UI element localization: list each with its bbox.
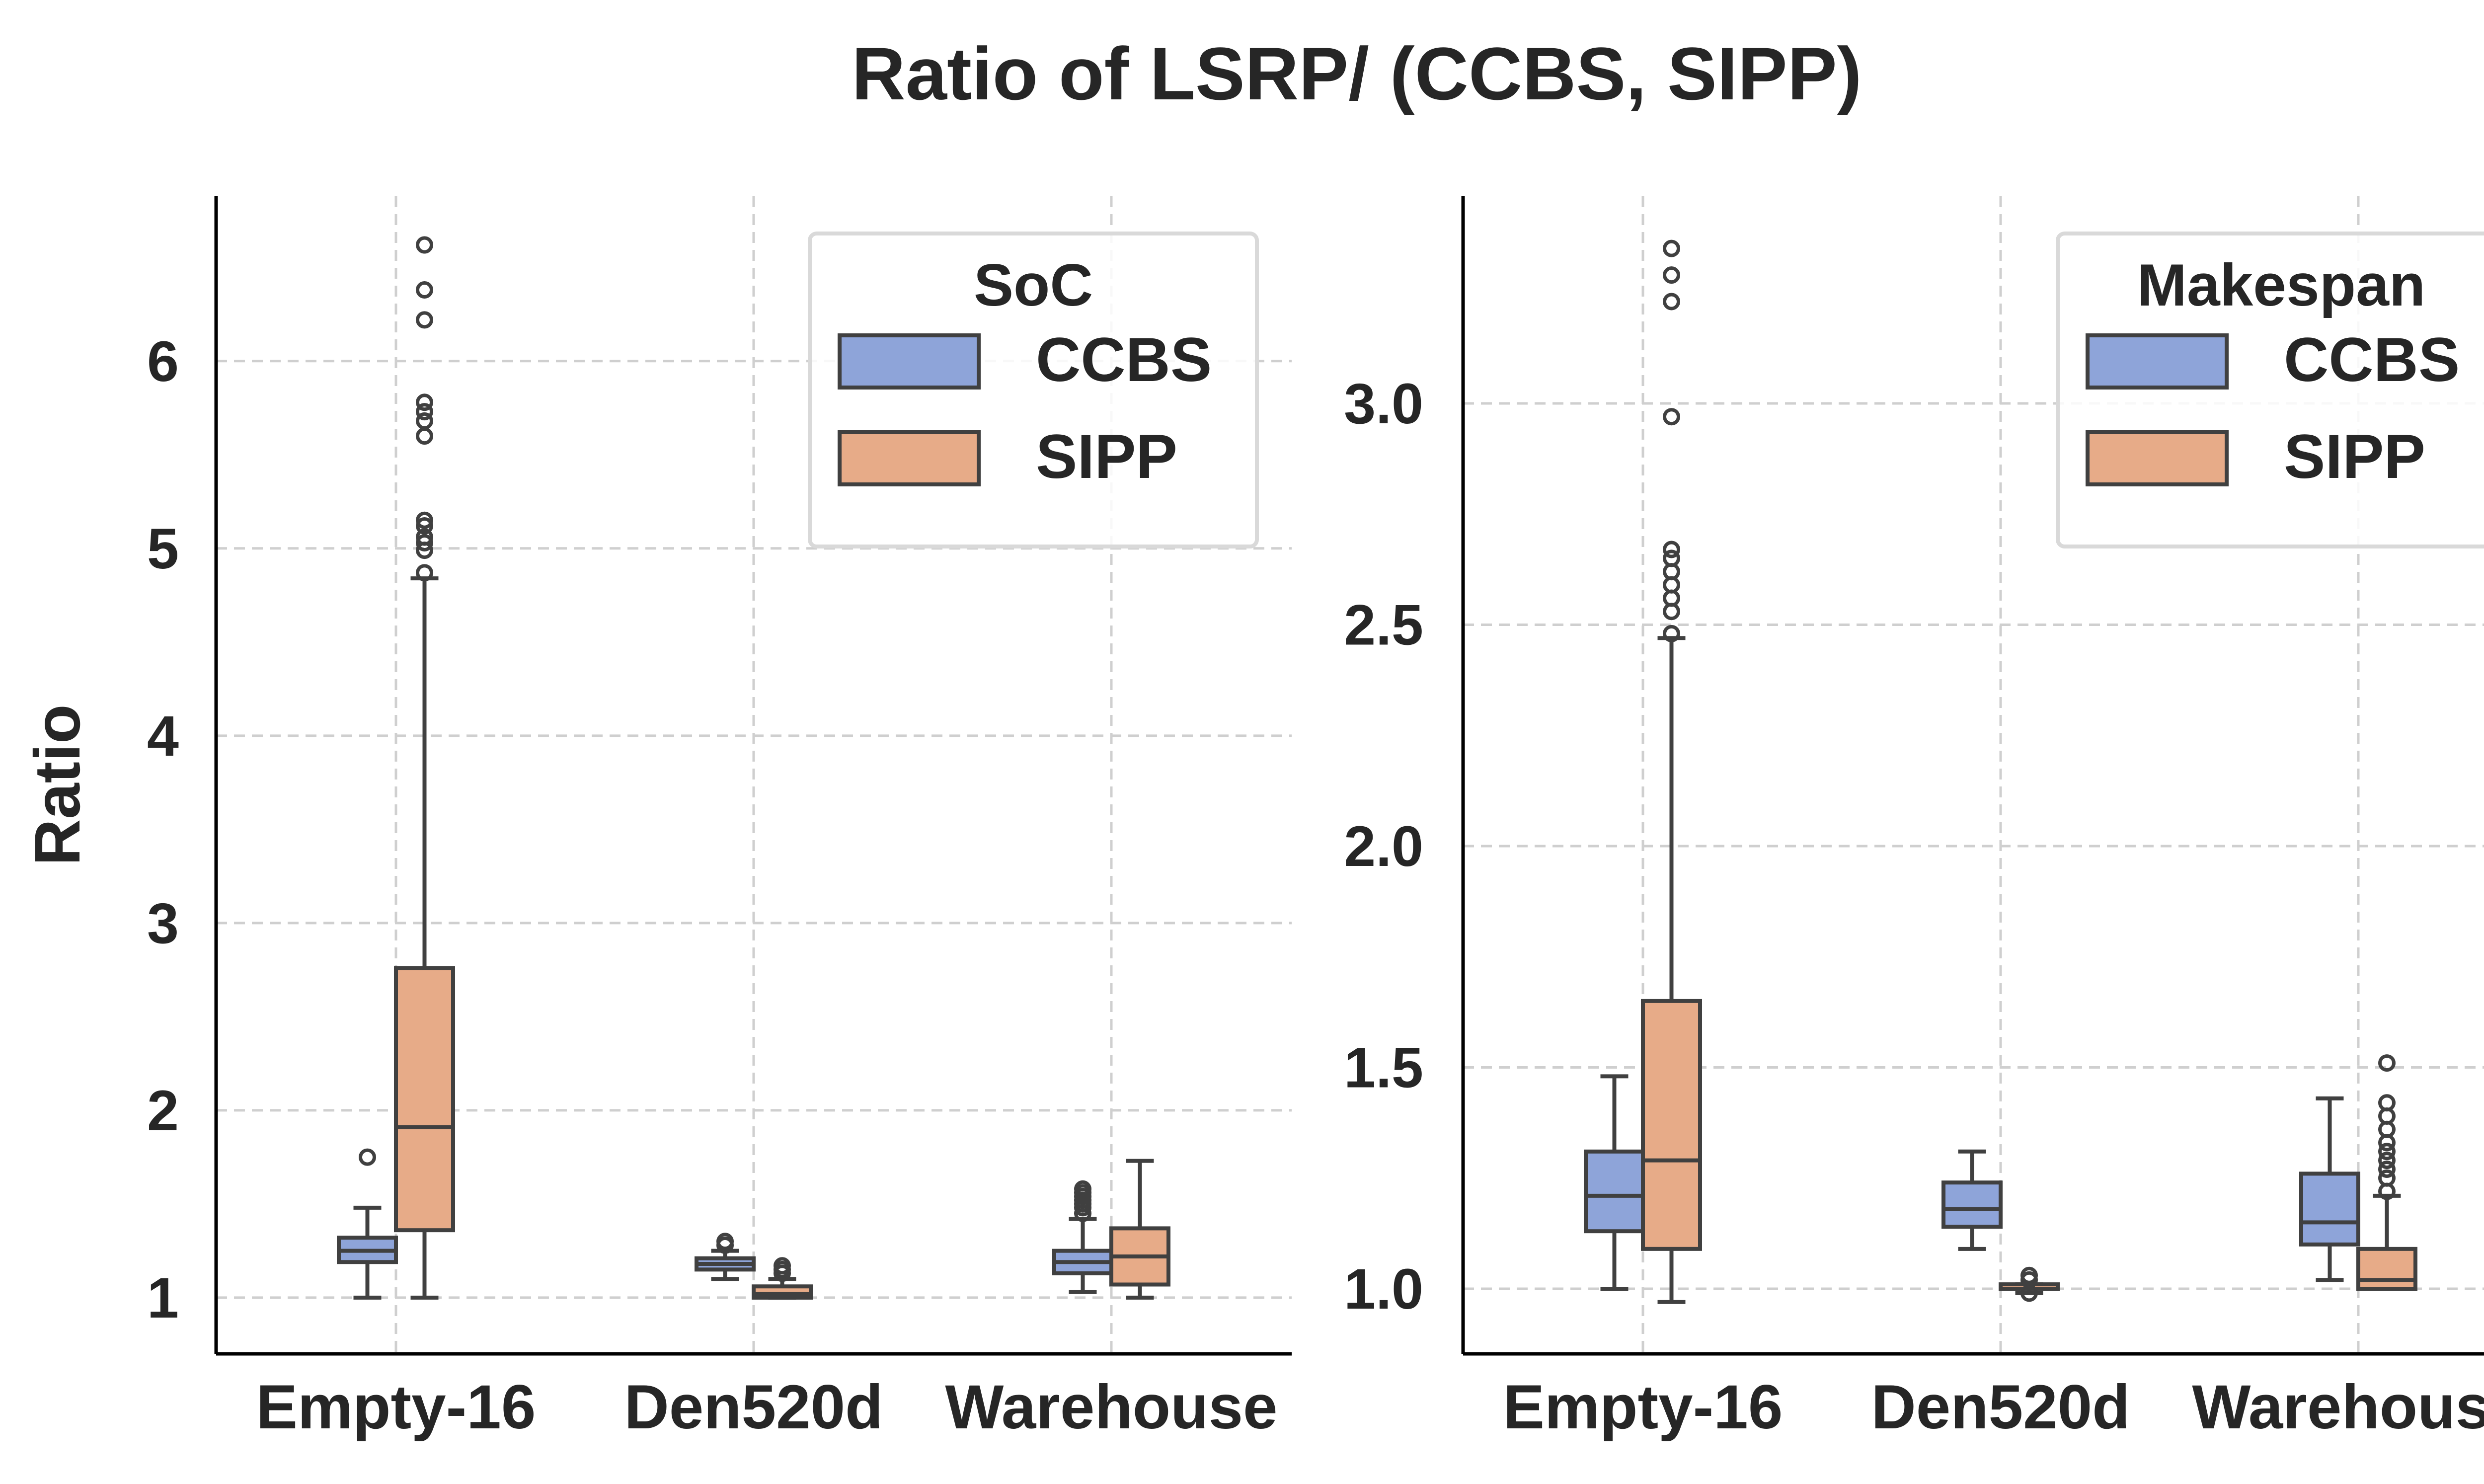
- outlier-point: [1663, 266, 1680, 284]
- box-sipp: [1109, 1159, 1170, 1300]
- outlier-point: [416, 534, 433, 551]
- legend-swatch-sipp: [2086, 430, 2229, 486]
- box-ccbs: [1941, 1149, 2003, 1251]
- legend-label: CCBS: [1036, 325, 1212, 394]
- outlier-point: [416, 564, 433, 582]
- legend-title: SoC: [974, 252, 1093, 318]
- box-ccbs: [695, 1233, 756, 1281]
- y-tick-label: 4: [147, 704, 179, 768]
- legend-label: SIPP: [2284, 422, 2425, 491]
- y-axis-label: Ratio: [21, 704, 93, 866]
- legend-swatch-ccbs: [838, 333, 981, 390]
- outlier-point: [416, 517, 433, 535]
- legend: Makespan CCBS SIPP: [2056, 232, 2484, 548]
- outlier-point: [416, 311, 433, 329]
- y-tick-label: 6: [147, 330, 179, 393]
- outlier-point: [416, 281, 433, 299]
- outlier-point: [716, 1233, 734, 1250]
- outlier-point: [359, 1148, 376, 1166]
- makespan-panel: 1.0 1.5 2.0 2.5 3.0 Empty-16 Den520d Warehouse M…: [1344, 196, 2484, 1442]
- outlier-point: [416, 403, 433, 421]
- outlier-point: [2378, 1094, 2396, 1112]
- outlier-point: [416, 528, 433, 546]
- y-tick-label: 2.5: [1344, 594, 1423, 657]
- iqr-box: [2299, 1172, 2360, 1247]
- box-ccbs: [2299, 1096, 2360, 1282]
- outlier-point: [1663, 549, 1680, 567]
- outlier-point: [2378, 1054, 2396, 1072]
- y-tick-label: 1: [147, 1266, 179, 1330]
- iqr-box: [1641, 999, 1702, 1251]
- iqr-box: [1584, 1149, 1645, 1234]
- legend-label: CCBS: [2284, 325, 2460, 394]
- outlier-point: [2378, 1152, 2396, 1170]
- outlier-point: [416, 393, 433, 411]
- legend-title: Makespan: [2137, 252, 2425, 318]
- outlier-point: [1663, 625, 1680, 642]
- y-tick-label: 2.0: [1344, 815, 1423, 878]
- legend: SoC CCBS SIPP: [808, 232, 1259, 548]
- outlier-point: [1663, 541, 1680, 558]
- outlier-point: [1663, 239, 1680, 257]
- box-ccbs: [1052, 1180, 1113, 1294]
- outlier-point: [416, 412, 433, 430]
- y-tick-label: 1.5: [1344, 1036, 1423, 1100]
- legend-label: SIPP: [1036, 422, 1177, 491]
- outlier-point: [1074, 1180, 1091, 1198]
- box-sipp: [752, 1257, 813, 1300]
- y-tick-label: 3.0: [1344, 372, 1423, 436]
- box-sipp: [1641, 239, 1702, 1304]
- iqr-box: [1941, 1180, 2003, 1229]
- x-tick-label: Empty-16: [1503, 1373, 1783, 1442]
- y-tick-label: 3: [147, 892, 179, 955]
- iqr-box: [2356, 1247, 2417, 1291]
- legend-swatch-sipp: [838, 430, 981, 486]
- outlier-point: [2378, 1160, 2396, 1178]
- iqr-box: [394, 966, 455, 1233]
- x-tick-label: Warehouse: [945, 1373, 1277, 1442]
- x-tick-label: Den520d: [624, 1373, 883, 1442]
- box-ccbs: [1584, 1074, 1645, 1291]
- x-tick-label: Empty-16: [256, 1373, 536, 1442]
- box-sipp: [2356, 1054, 2417, 1291]
- outlier-point: [416, 511, 433, 529]
- outlier-point: [774, 1257, 791, 1275]
- soc-panel: 1 2 3 4 5 6 Empty-16 Den520d Warehouse Ratio SoC CC…: [21, 196, 1292, 1442]
- outlier-point: [2378, 1169, 2396, 1187]
- outlier-point: [1663, 293, 1680, 311]
- y-tick-label: 5: [147, 517, 179, 581]
- legend-swatch-ccbs: [2086, 333, 2229, 390]
- outlier-point: [2020, 1266, 2038, 1284]
- box-sipp: [1999, 1266, 2060, 1302]
- outlier-point: [416, 236, 433, 254]
- box-ccbs: [337, 1148, 398, 1300]
- outlier-point: [2378, 1143, 2396, 1161]
- chart-title: Ratio of LSRP/ (CCBS, SIPP): [852, 32, 1862, 115]
- x-tick-label: Den520d: [1871, 1373, 2130, 1442]
- outlier-point: [1663, 408, 1680, 426]
- y-tick-label: 2: [147, 1079, 179, 1143]
- box-sipp: [394, 236, 455, 1300]
- y-tick-label: 1.0: [1344, 1257, 1423, 1321]
- x-tick-label: Warehouse: [2192, 1373, 2484, 1442]
